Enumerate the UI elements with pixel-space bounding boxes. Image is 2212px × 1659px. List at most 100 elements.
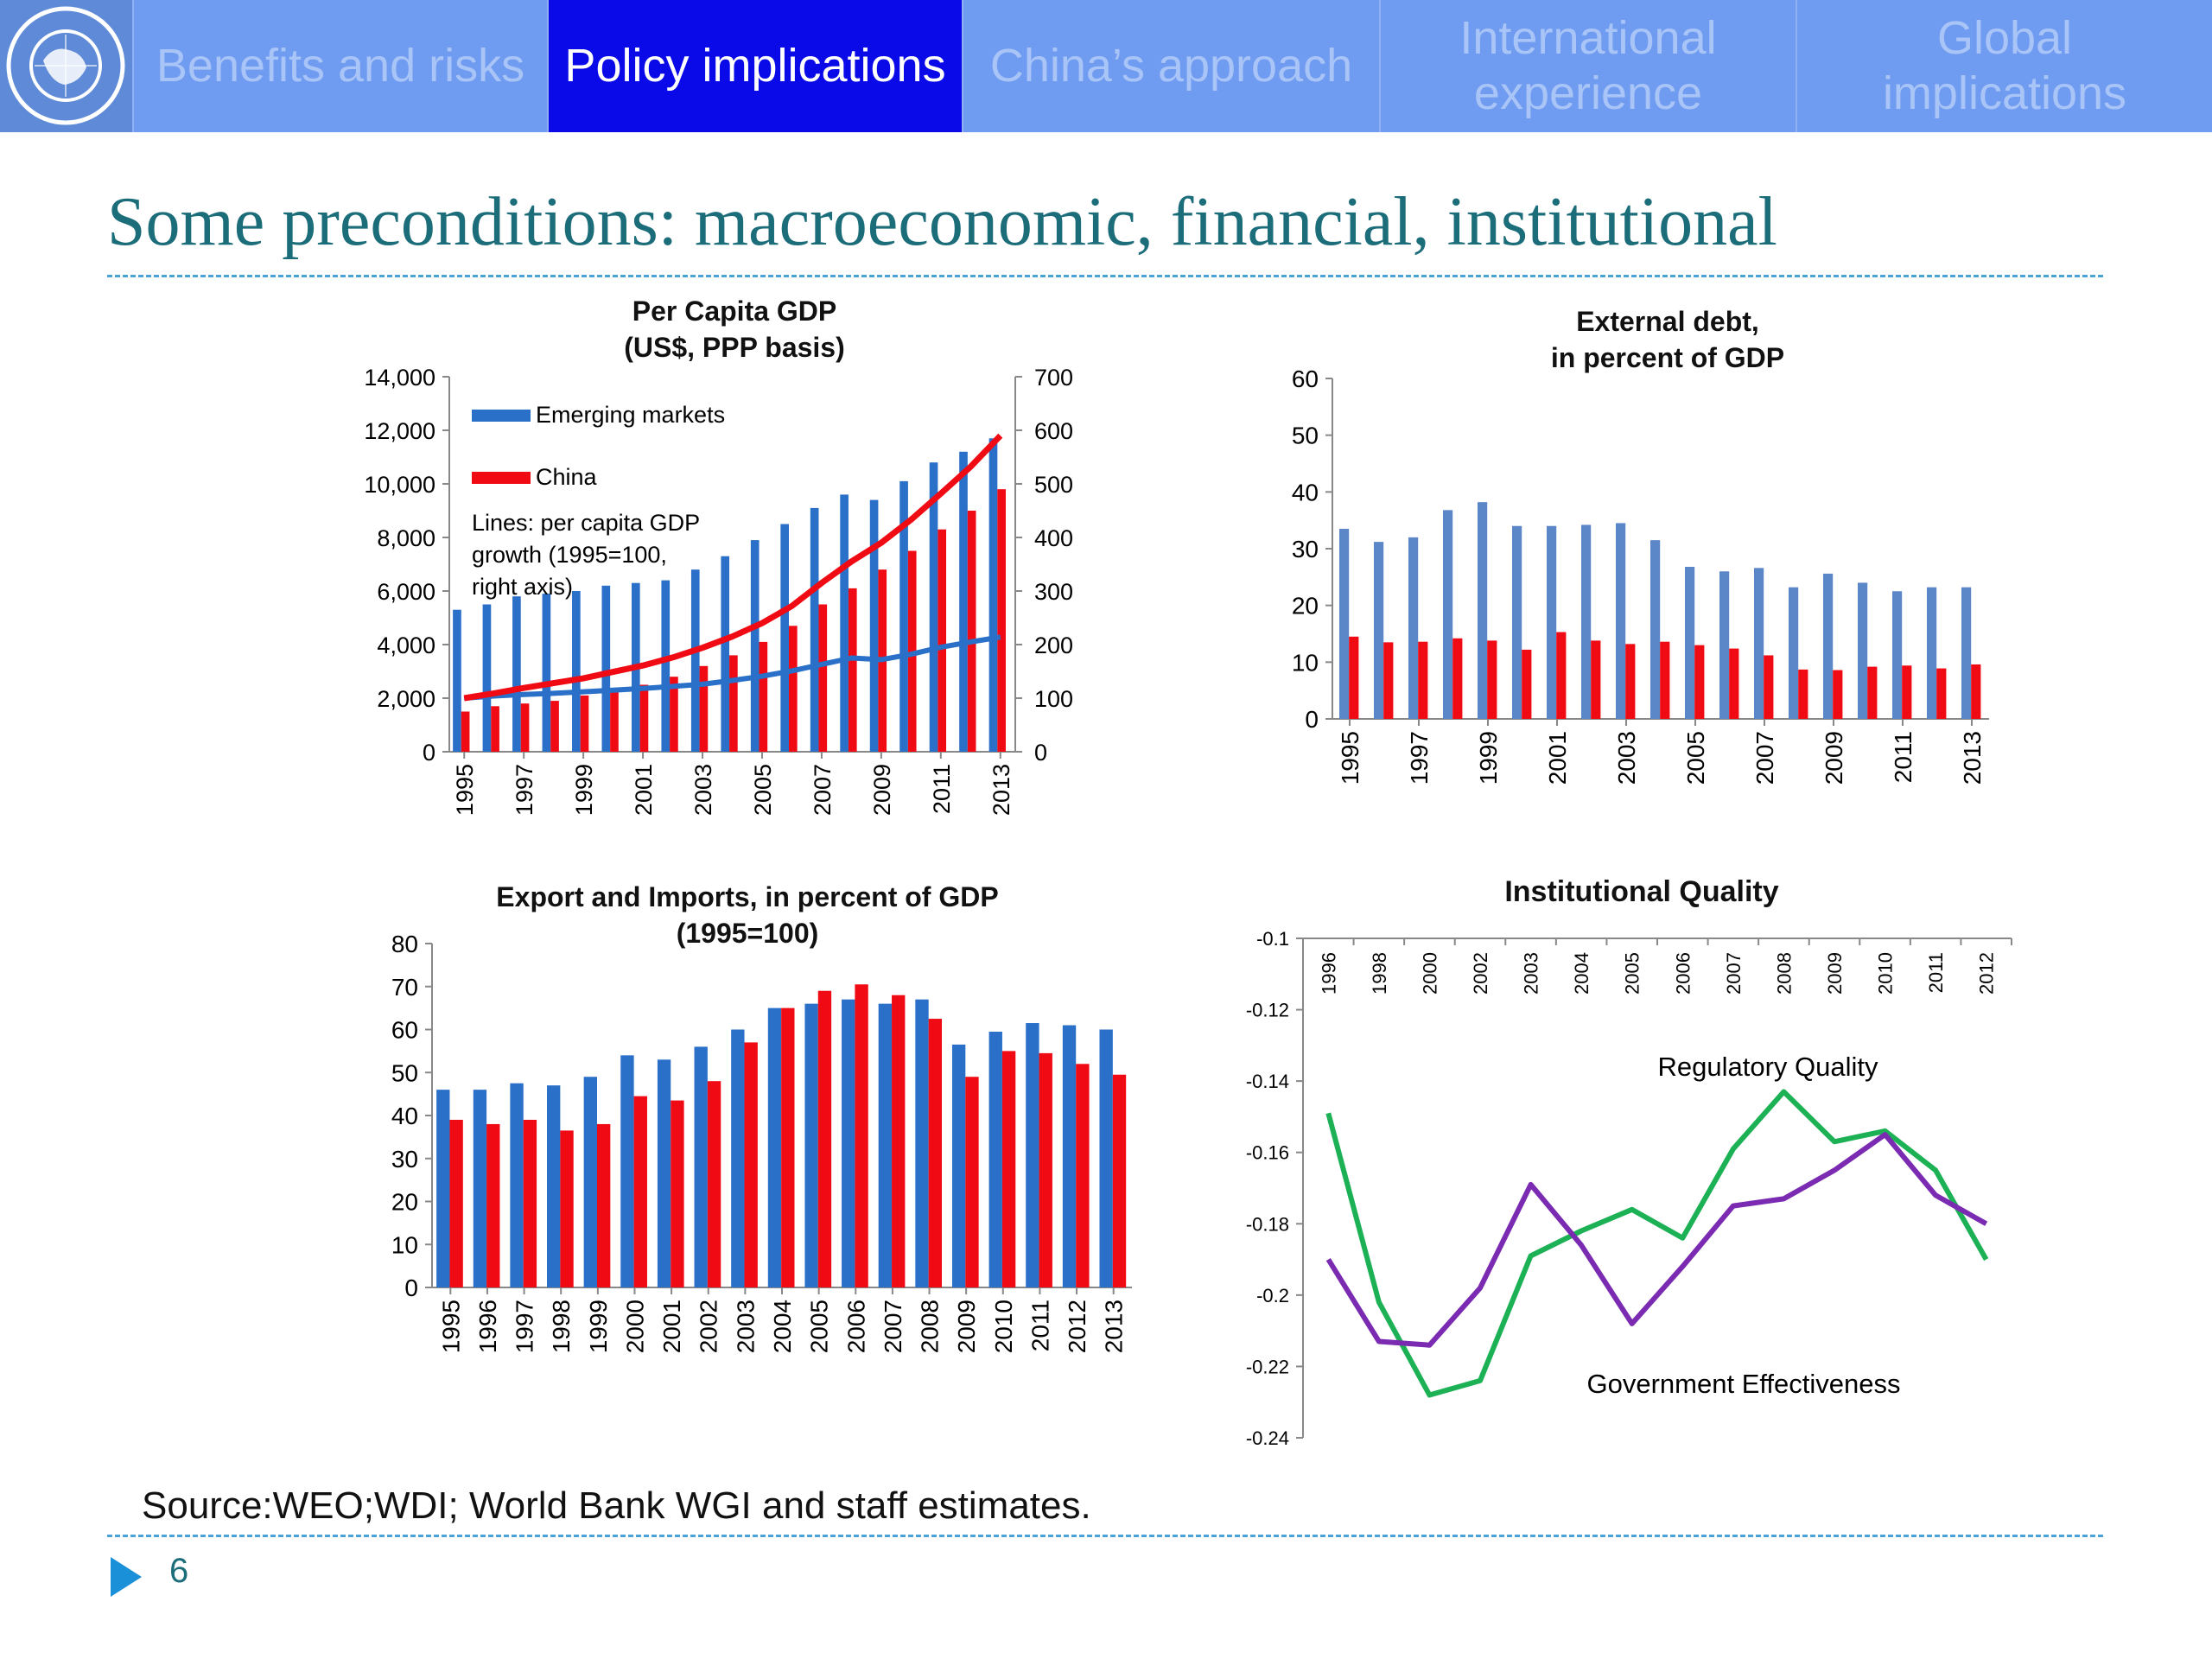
- bar-series-0: [620, 1055, 634, 1287]
- bar-series-1: [1487, 640, 1497, 719]
- bar-series-0: [1547, 525, 1557, 719]
- bar-series-1: [1112, 1074, 1127, 1287]
- y-tick-label: -0.16: [1246, 1142, 1289, 1164]
- bar-china: [520, 703, 530, 752]
- bar-china: [580, 695, 589, 752]
- y2-tick-label: 600: [1034, 418, 1073, 444]
- bar-series-1: [1591, 640, 1601, 719]
- y-tick-label: 12,000: [364, 418, 435, 444]
- bar-series-0: [1927, 587, 1937, 719]
- x-tick-label: 2003: [1613, 731, 1640, 785]
- x-tick-label: 2011: [1890, 731, 1916, 783]
- bar-series-0: [1961, 587, 1972, 719]
- x-tick-label: 1997: [512, 1300, 538, 1353]
- y-tick-label: -0.14: [1246, 1071, 1289, 1092]
- bar-emerging-markets: [899, 480, 908, 752]
- x-tick-label: 1995: [1337, 731, 1363, 785]
- y-tick-label: -0.24: [1246, 1427, 1289, 1449]
- x-tick-label: 1996: [1318, 952, 1339, 995]
- x-tick-label: 2006: [1672, 952, 1694, 995]
- bar-series-0: [1581, 524, 1592, 719]
- inst-chart-title: Institutional Quality: [1504, 875, 1779, 908]
- x-tick-label: 2012: [1064, 1300, 1090, 1353]
- tab-global-implications[interactable]: Global implications: [1796, 0, 2212, 132]
- legend-label-china: China: [536, 464, 598, 490]
- bar-series-0: [583, 1077, 597, 1287]
- y-tick-label: -0.1: [1256, 928, 1289, 950]
- bar-series-1: [560, 1130, 574, 1287]
- y-tick-label: 2,000: [377, 686, 435, 712]
- bar-series-0: [547, 1085, 561, 1287]
- bar-series-0: [1339, 529, 1350, 719]
- bar-china: [759, 641, 768, 752]
- bar-series-0: [1478, 502, 1488, 719]
- gdp-chart: 0 2,000 4,000 6,000 8,000 10,000 12,000 14,000 1…: [364, 365, 1073, 816]
- bar-series-1: [486, 1123, 500, 1287]
- bar-china: [639, 684, 649, 752]
- bar-emerging-markets: [601, 585, 611, 752]
- x-tick-label: 2007: [880, 1300, 906, 1353]
- bar-china: [967, 511, 976, 752]
- y-tick-label: 10: [1292, 649, 1319, 676]
- bar-series-1: [855, 984, 868, 1287]
- bar-china: [818, 604, 828, 752]
- bar-series-0: [473, 1090, 487, 1287]
- tab-policy-implications[interactable]: Policy implications: [547, 0, 962, 132]
- x-tick-label: 2010: [990, 1300, 1017, 1353]
- bar-series-1: [781, 1007, 795, 1287]
- x-tick-label: 2005: [750, 764, 776, 816]
- bar-emerging-markets: [453, 609, 461, 752]
- x-tick-label: 2007: [1723, 952, 1745, 995]
- y-tick-label: 60: [1292, 365, 1319, 392]
- x-tick-label: 2001: [1544, 731, 1571, 785]
- bar-series-0: [436, 1090, 450, 1287]
- bar-series-1: [817, 990, 832, 1287]
- debt-chart-title: External debt, in percent of GDP: [1486, 304, 1849, 376]
- slide-arrow-icon: [111, 1557, 142, 1597]
- trade-chart: 0 10 20 30 40 50 60 70 80 1995 1996 1997 1998 1999 200…: [391, 933, 1132, 1353]
- bar-china: [610, 690, 619, 752]
- bar-series-1: [1902, 665, 1912, 719]
- tab-chinas-approach[interactable]: China’s approach: [962, 0, 1379, 132]
- legend-swatch-china: [472, 472, 531, 484]
- x-tick-label: 1997: [1406, 731, 1433, 785]
- bar-china: [670, 677, 678, 752]
- bar-series-1: [1522, 649, 1532, 719]
- y-tick-label: 40: [391, 1103, 418, 1129]
- x-tick-label: 1998: [1369, 952, 1390, 995]
- x-tick-label: 2000: [1419, 952, 1440, 995]
- bar-series-1: [1076, 1064, 1090, 1287]
- bar-emerging-markets: [810, 507, 819, 752]
- y-tick-label: 4,000: [377, 632, 435, 658]
- tab-benefits-and-risks[interactable]: Benefits and risks: [132, 0, 547, 132]
- bar-series-1: [1729, 648, 1739, 719]
- y-tick-label: 8,000: [377, 525, 435, 551]
- y-tick-label: 40: [1292, 479, 1319, 505]
- x-tick-label: 2003: [1521, 952, 1542, 995]
- y2-tick-label: 300: [1034, 579, 1073, 605]
- bar-series-0: [915, 999, 929, 1287]
- y-tick-label: -0.18: [1246, 1213, 1289, 1235]
- bar-series-0: [767, 1007, 782, 1287]
- tab-international-experience[interactable]: International experience: [1379, 0, 1796, 132]
- y-tick-label: 50: [1292, 423, 1319, 449]
- x-tick-label: 2012: [1976, 952, 1998, 995]
- trade-title-line2: (1995=100): [676, 917, 819, 949]
- y-tick-label: 0: [423, 740, 435, 766]
- x-tick-label: 2011: [1027, 1300, 1053, 1351]
- bar-emerging-markets: [988, 438, 998, 752]
- bar-emerging-markets: [512, 596, 521, 752]
- bar-emerging-markets: [572, 591, 581, 752]
- x-tick-label: 2005: [1682, 731, 1709, 785]
- government-effectiveness-label: Government Effectiveness: [1587, 1369, 1901, 1399]
- y-tick-label: 10: [391, 1231, 418, 1258]
- x-tick-label: 2000: [621, 1300, 648, 1353]
- x-tick-label: 2006: [842, 1300, 869, 1353]
- y-tick-label: 70: [391, 974, 418, 1001]
- page-number: 6: [169, 1552, 189, 1590]
- x-tick-label: 2010: [1875, 952, 1897, 995]
- bar-series-0: [1789, 587, 1799, 719]
- debt-title-line2: in percent of GDP: [1550, 341, 1785, 373]
- x-tick-label: 1999: [1475, 731, 1502, 785]
- x-tick-label: 1995: [452, 764, 478, 816]
